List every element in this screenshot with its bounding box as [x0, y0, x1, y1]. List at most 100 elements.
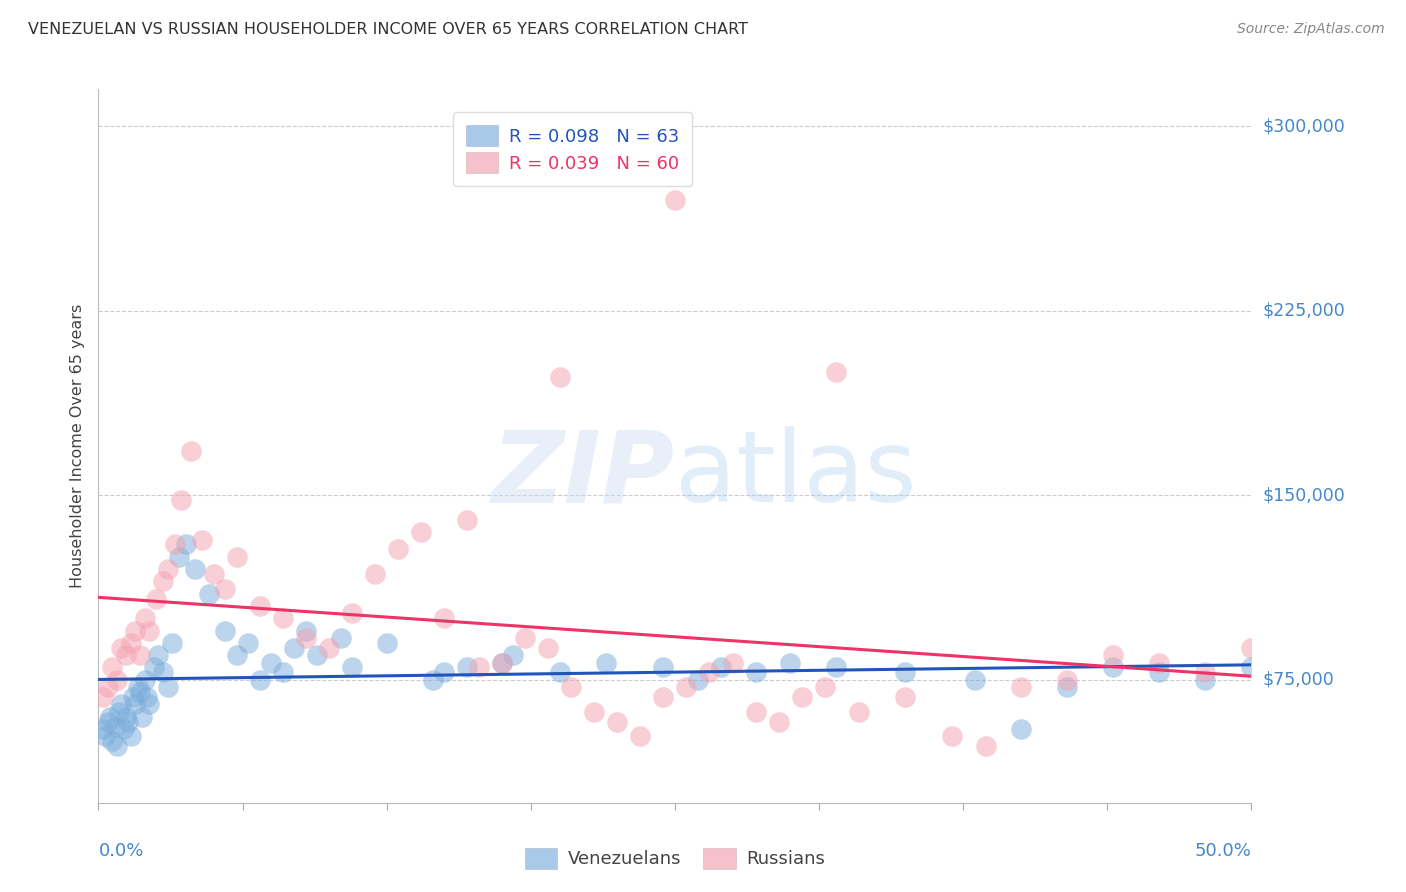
Point: [364, 566, 387, 581]
Point: [131, 709, 153, 723]
Point: [283, 640, 305, 655]
Point: [974, 739, 997, 754]
Text: $75,000: $75,000: [1263, 671, 1334, 689]
Point: [105, 739, 128, 754]
Point: [184, 562, 207, 576]
Point: [115, 648, 138, 662]
Point: [202, 566, 225, 581]
Point: [214, 624, 236, 638]
Point: [1102, 660, 1125, 674]
Point: [768, 714, 790, 729]
Y-axis label: Householder Income Over 65 years: Householder Income Over 65 years: [70, 304, 86, 588]
Point: [120, 636, 142, 650]
Point: [103, 719, 125, 733]
Text: 50.0%: 50.0%: [1195, 842, 1251, 860]
Point: [160, 636, 183, 650]
Point: [318, 640, 340, 655]
Point: [249, 599, 271, 613]
Point: [814, 680, 837, 694]
Point: [110, 698, 132, 712]
Point: [491, 656, 513, 670]
Point: [329, 631, 352, 645]
Point: [145, 591, 167, 606]
Point: [152, 574, 174, 589]
Text: $150,000: $150,000: [1263, 486, 1346, 504]
Point: [156, 562, 179, 576]
Point: [744, 665, 766, 680]
Point: [142, 660, 165, 674]
Point: [98, 709, 121, 723]
Point: [295, 631, 318, 645]
Point: [170, 493, 193, 508]
Point: [271, 611, 294, 625]
Point: [271, 665, 294, 680]
Point: [134, 673, 156, 687]
Point: [148, 648, 170, 662]
Point: [191, 533, 214, 547]
Text: $300,000: $300,000: [1263, 117, 1346, 135]
Point: [134, 611, 156, 625]
Point: [101, 734, 124, 748]
Point: [468, 660, 491, 674]
Point: [1056, 673, 1078, 687]
Point: [307, 648, 329, 662]
Point: [101, 660, 124, 674]
Point: [941, 730, 963, 744]
Point: [825, 365, 848, 379]
Point: [97, 680, 120, 694]
Text: ZIP: ZIP: [492, 426, 675, 523]
Point: [94, 730, 117, 744]
Point: [963, 673, 986, 687]
Point: [225, 549, 247, 564]
Point: [1010, 722, 1032, 736]
Point: [848, 705, 870, 719]
Point: [214, 582, 236, 596]
Point: [560, 680, 582, 694]
Point: [721, 656, 744, 670]
Point: [138, 698, 160, 712]
Point: [124, 698, 146, 712]
Point: [110, 640, 132, 655]
Point: [537, 640, 560, 655]
Point: [135, 690, 157, 704]
Point: [548, 370, 571, 384]
Text: atlas: atlas: [675, 426, 917, 523]
Point: [1010, 680, 1032, 694]
Point: [779, 656, 801, 670]
Point: [108, 705, 131, 719]
Point: [411, 525, 433, 540]
Point: [156, 680, 179, 694]
Point: [249, 673, 271, 687]
Point: [825, 660, 848, 674]
Point: [583, 705, 606, 719]
Point: [1056, 680, 1078, 694]
Point: [295, 624, 318, 638]
Point: [491, 656, 513, 670]
Point: [122, 690, 145, 704]
Point: [628, 730, 651, 744]
Point: [198, 587, 221, 601]
Point: [115, 709, 138, 723]
Point: [238, 636, 260, 650]
Point: [167, 549, 190, 564]
Point: [163, 537, 186, 551]
Point: [456, 660, 478, 674]
Point: [790, 690, 813, 704]
Point: [652, 690, 675, 704]
Point: [513, 631, 536, 645]
Point: [129, 648, 152, 662]
Point: [124, 624, 146, 638]
Point: [97, 714, 120, 729]
Point: [675, 680, 697, 694]
Point: [1240, 640, 1263, 655]
Point: [120, 730, 142, 744]
Point: [138, 624, 160, 638]
Point: [1240, 660, 1263, 674]
Point: [152, 665, 174, 680]
Point: [433, 665, 456, 680]
Legend: Venezuelans, Russians: Venezuelans, Russians: [517, 840, 832, 876]
Point: [387, 542, 409, 557]
Point: [502, 648, 524, 662]
Point: [127, 680, 149, 694]
Point: [375, 636, 398, 650]
